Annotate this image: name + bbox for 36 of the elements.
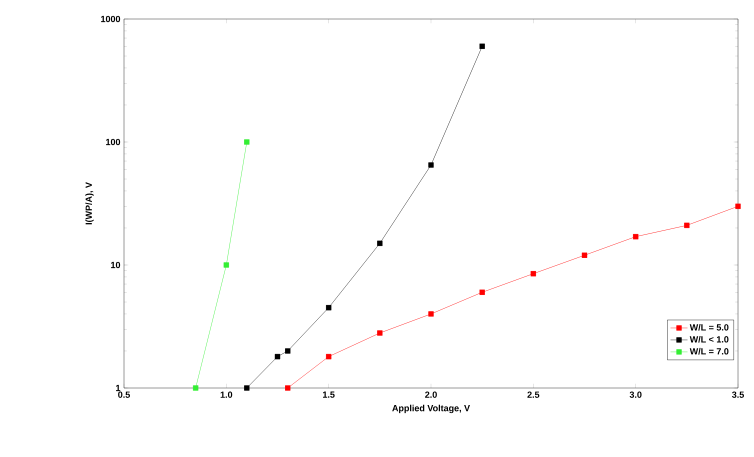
point [285,385,290,391]
legend-label: W/L = 5.0 [690,324,728,331]
point [479,290,485,295]
y-tick-label: 10 [111,262,120,268]
point [285,348,290,354]
point [428,311,434,317]
point [244,139,250,145]
x-tick-label: 3.0 [630,392,642,398]
point [632,234,638,240]
legend-label: W/L = 7.0 [690,348,728,355]
y-tick-label: 1 [116,384,120,392]
point [192,385,198,391]
legend-label: W/L < 1.0 [690,336,728,343]
point [326,354,332,360]
point [530,270,536,276]
point [684,222,690,228]
y-axis-title: I(WP/A), V [85,182,94,224]
point [224,262,230,268]
point [274,354,280,360]
x-tick-label: 3.5 [732,392,744,398]
x-tick-label: 2.0 [425,392,437,398]
point [377,240,383,246]
x-axis-title: Applied Voltage, V [392,404,470,414]
x-tick-label: 1.5 [323,392,335,398]
x-tick-label: 0.5 [118,392,130,398]
point [326,304,332,310]
x-tick-label: 1.0 [220,392,232,398]
point [735,204,741,210]
y-tick-label: 100 [106,138,120,146]
point [582,252,588,258]
point [244,385,250,391]
point [377,330,383,336]
point [428,162,434,168]
point [479,44,485,49]
x-tick-label: 2.5 [527,392,540,398]
y-tick-label: 1000 [101,16,120,22]
